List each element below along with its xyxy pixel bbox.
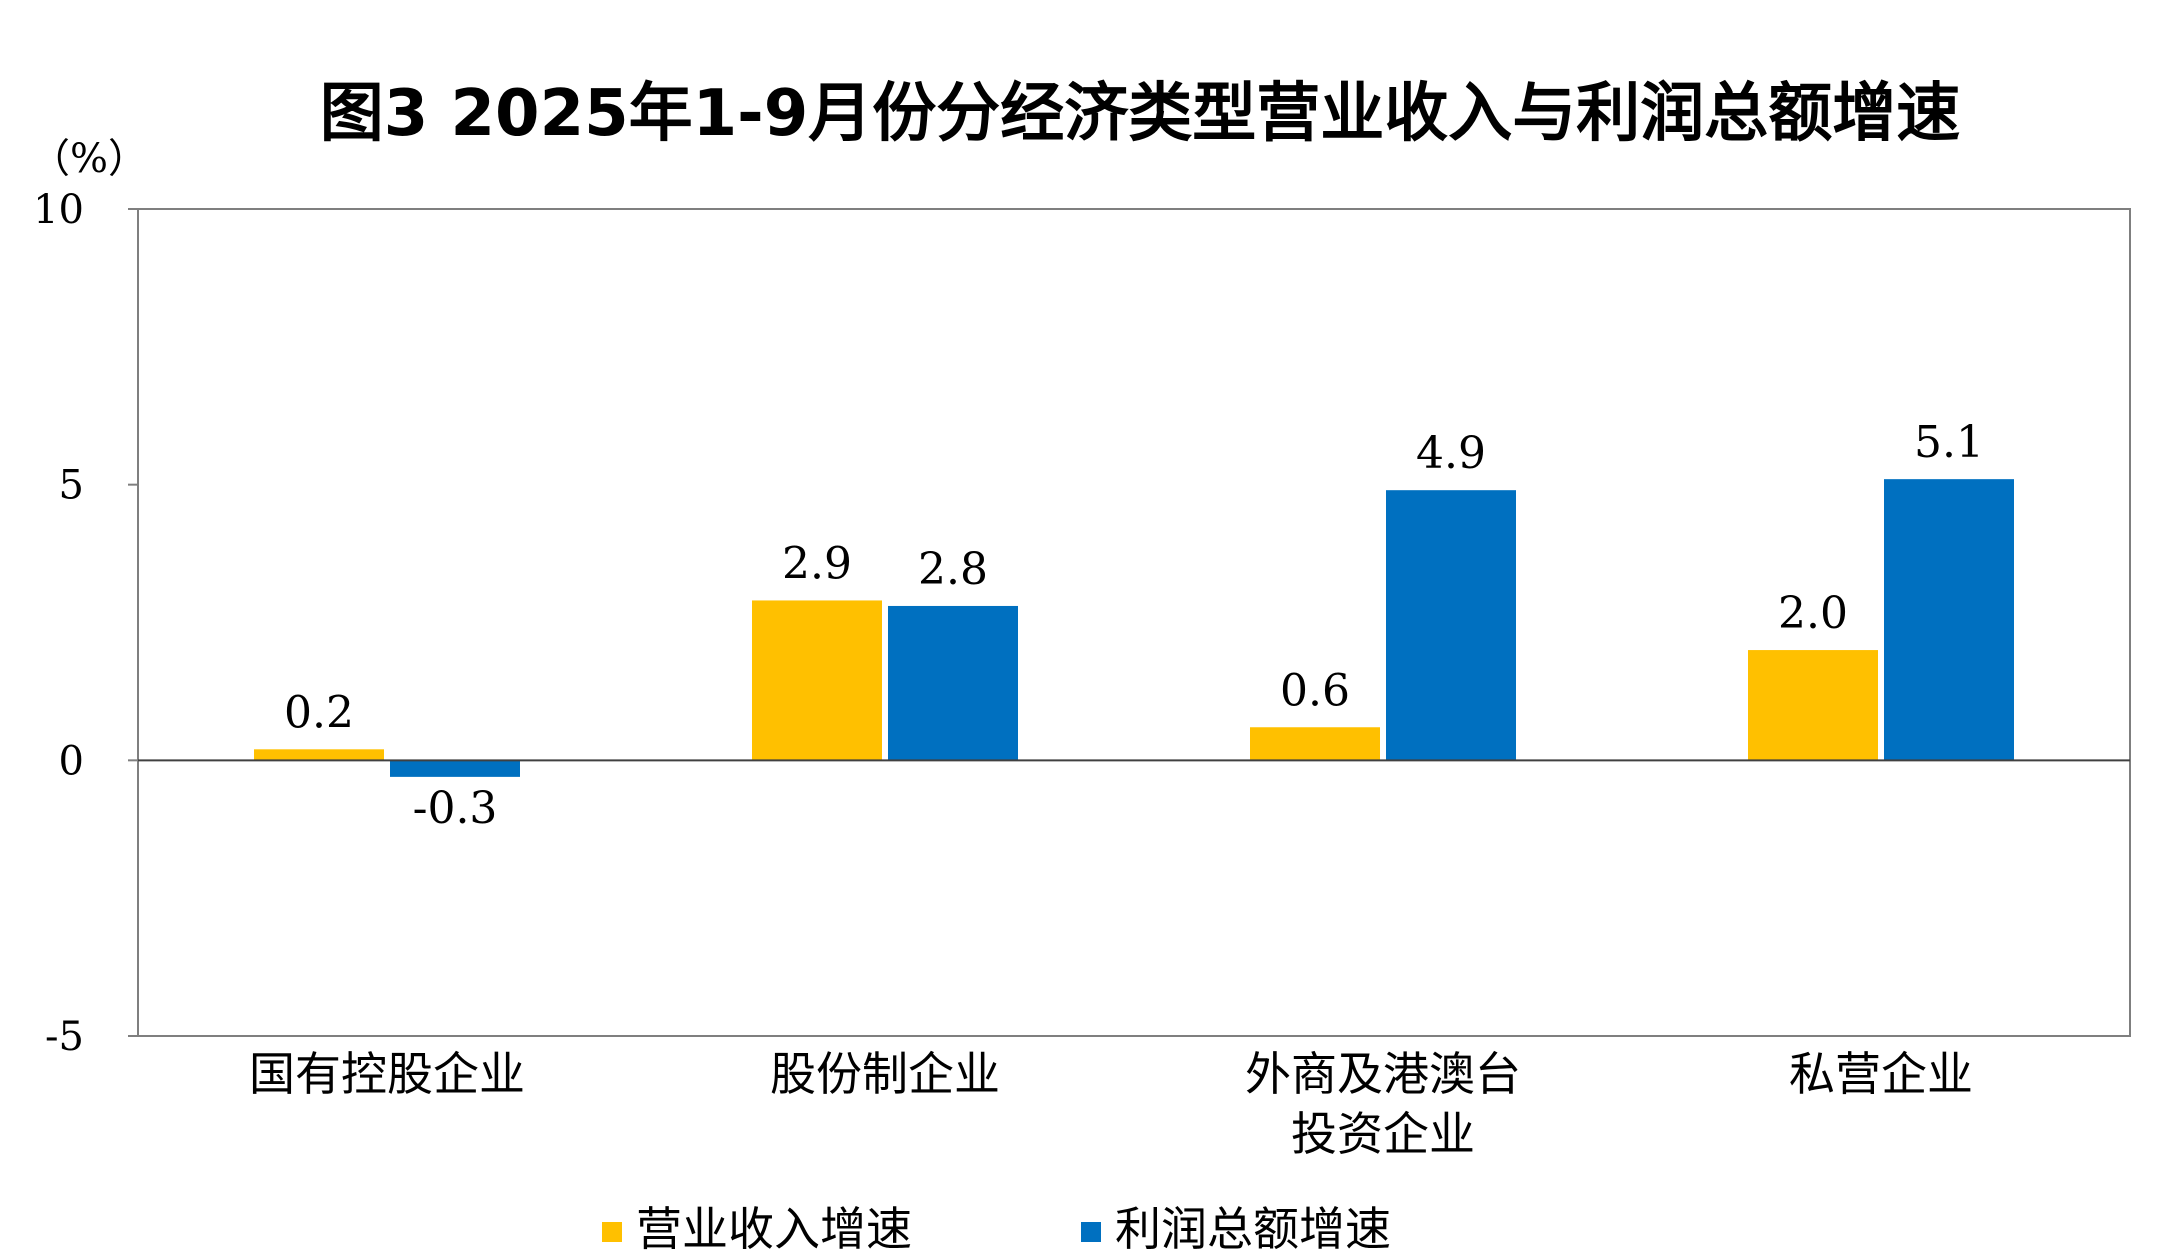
data-label-profit-0: -0.3 bbox=[413, 783, 498, 834]
plot-area-frame bbox=[137, 208, 2131, 1037]
y-tick-label: 10 bbox=[33, 187, 84, 233]
bar-revenue-1 bbox=[752, 600, 882, 761]
bar-revenue-0 bbox=[254, 749, 384, 761]
category-label-1: 股份制企业 bbox=[770, 1047, 1000, 1101]
category-label-2: 投资企业 bbox=[1291, 1107, 1475, 1161]
category-label-3: 私营企业 bbox=[1789, 1047, 1973, 1101]
category-label-2: 外商及港澳台 bbox=[1245, 1047, 1521, 1101]
bar-profit-2 bbox=[1386, 490, 1516, 761]
data-label-profit-2: 4.9 bbox=[1416, 428, 1486, 479]
data-label-revenue-3: 2.0 bbox=[1778, 588, 1848, 639]
legend: 营业收入增速 利润总额增速 bbox=[602, 1202, 1391, 1255]
bar-profit-1 bbox=[888, 605, 1018, 761]
chart-title: 图3 2025年1-9月份分经济类型营业收入与利润总额增速 bbox=[320, 77, 1961, 151]
chart-marks: 0.2 -0.3 2.9 2.8 0.6 4.9 2.0 5.1 bbox=[254, 417, 2014, 834]
y-tick-label: 5 bbox=[59, 463, 84, 509]
y-axis-unit-label: （%） bbox=[30, 136, 148, 182]
bar-revenue-2 bbox=[1250, 727, 1380, 761]
y-axis-ticks: -5 0 5 10 bbox=[33, 187, 138, 1060]
data-label-profit-1: 2.8 bbox=[918, 544, 988, 595]
legend-swatch-profit bbox=[1081, 1222, 1101, 1242]
y-tick-label: 0 bbox=[59, 738, 84, 784]
bar-profit-3 bbox=[1884, 479, 2014, 761]
y-tick-label: -5 bbox=[45, 1014, 84, 1060]
bar-revenue-3 bbox=[1748, 650, 1878, 761]
bar-profit-0 bbox=[390, 760, 520, 777]
data-label-profit-3: 5.1 bbox=[1914, 417, 1984, 468]
data-label-revenue-0: 0.2 bbox=[284, 687, 354, 738]
legend-swatch-revenue bbox=[602, 1222, 622, 1242]
data-label-revenue-1: 2.9 bbox=[782, 538, 852, 589]
legend-label-revenue: 营业收入增速 bbox=[636, 1202, 912, 1255]
legend-label-profit: 利润总额增速 bbox=[1115, 1202, 1391, 1255]
category-label-0: 国有控股企业 bbox=[249, 1047, 525, 1101]
data-label-revenue-2: 0.6 bbox=[1280, 665, 1350, 716]
